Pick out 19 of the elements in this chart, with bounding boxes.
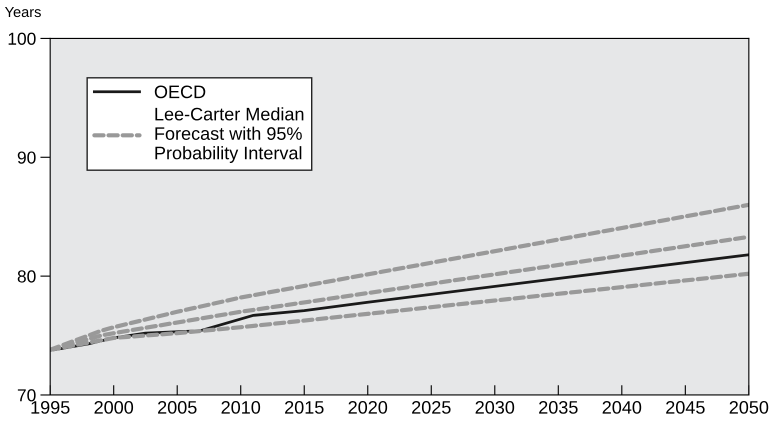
y-tick-label: 90	[18, 151, 36, 164]
x-tick-label: 2030	[476, 401, 514, 414]
x-tick-label: 2010	[222, 401, 260, 414]
x-tick-label: 2040	[602, 401, 642, 414]
x-tick-label: 2035	[539, 401, 578, 414]
legend-label: Lee-Carter Median Forecast with 95% Probability Interval	[155, 107, 304, 163]
x-tick-label: 2045	[666, 401, 705, 414]
x-tick-label: 2025	[412, 401, 451, 414]
y-tick-label: 70	[18, 389, 36, 402]
x-tick-label: 2005	[158, 401, 197, 414]
y-tick-label: 100	[8, 32, 36, 45]
x-tick-label: 2050	[730, 401, 768, 414]
x-tick-label: 2020	[348, 401, 388, 414]
x-tick-label: 2000	[94, 401, 134, 414]
y-axis-title: Years	[4, 6, 41, 18]
x-tick-label: 1995	[31, 401, 70, 414]
legend-label: OECD	[154, 85, 206, 98]
x-tick-label: 2015	[285, 401, 324, 414]
y-tick-label: 80	[18, 270, 36, 283]
